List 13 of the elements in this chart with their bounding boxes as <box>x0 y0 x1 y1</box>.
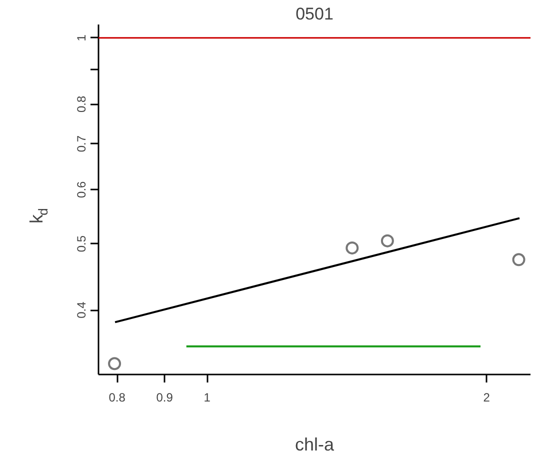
y-axis-title: kd <box>26 208 50 224</box>
x-tick-label: 1 <box>204 390 211 404</box>
y-tick-label: 0.4 <box>74 301 88 318</box>
y-tick-label: 0.6 <box>74 180 88 198</box>
chart-title: 0501 <box>296 4 334 24</box>
x-tick-label: 2 <box>483 390 490 404</box>
y-tick-label: 0.7 <box>74 135 88 152</box>
y-tick-label: 0.8 <box>74 95 88 112</box>
x-tick-label: 0.9 <box>156 390 174 404</box>
y-tick-label: 1 <box>74 34 88 42</box>
x-axis-title: chl-a <box>294 434 335 454</box>
y-tick-label: 0.5 <box>74 235 88 252</box>
x-tick-label: 0.8 <box>108 390 126 404</box>
